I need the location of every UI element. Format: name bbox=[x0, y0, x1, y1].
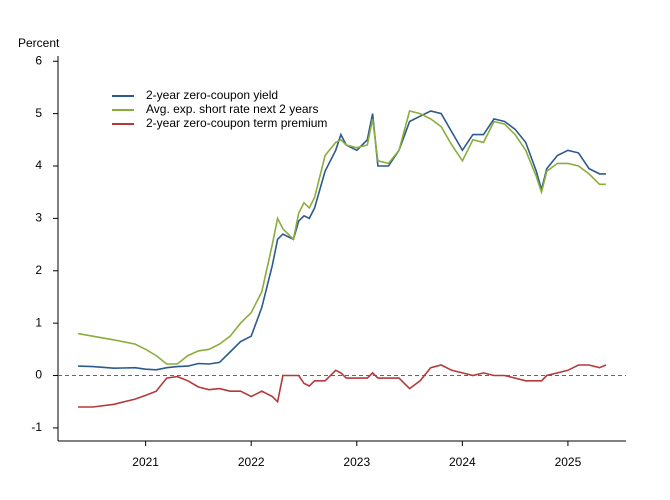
y-tick-label: 6 bbox=[35, 53, 42, 67]
x-tick-label: 2021 bbox=[132, 455, 159, 469]
y-tick-label: 3 bbox=[35, 211, 42, 225]
legend-label: 2-year zero-coupon term premium bbox=[146, 116, 327, 130]
y-tick-label: -1 bbox=[31, 420, 42, 434]
y-tick-label: 2 bbox=[35, 263, 42, 277]
x-tick-label: 2025 bbox=[555, 455, 582, 469]
x-tick-label: 2022 bbox=[238, 455, 265, 469]
y-tick-label: 5 bbox=[35, 106, 42, 120]
x-tick-label: 2023 bbox=[343, 455, 370, 469]
legend-label: 2-year zero-coupon yield bbox=[146, 88, 278, 102]
y-axis-label: Percent bbox=[18, 36, 60, 50]
y-tick-label: 1 bbox=[35, 315, 42, 329]
series-line bbox=[78, 364, 607, 408]
legend-label: Avg. exp. short rate next 2 years bbox=[146, 102, 319, 116]
x-tick-label: 2024 bbox=[449, 455, 476, 469]
y-tick-label: 4 bbox=[35, 158, 42, 172]
series-line bbox=[77, 110, 606, 365]
series-line bbox=[78, 110, 606, 371]
y-tick-label: 0 bbox=[35, 368, 42, 382]
